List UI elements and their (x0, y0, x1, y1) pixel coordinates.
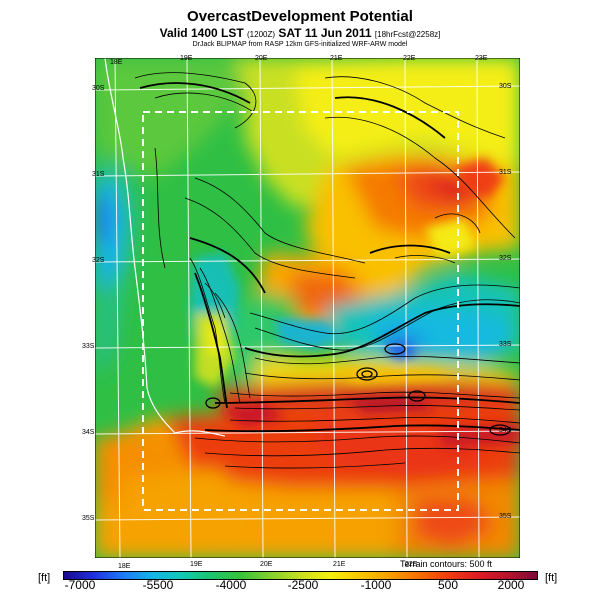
valid-utc: (1200Z) (247, 30, 276, 39)
lat-label: 30S (92, 85, 105, 92)
closed-contours (205, 343, 511, 436)
lon-label: 19E (180, 55, 193, 62)
lat-label: 31S (499, 169, 512, 176)
forecast-map: 18E 19E 20E 21E 22E 23E 18E 19E 20E 21E … (82, 55, 520, 570)
legend-tick: -5500 (142, 578, 174, 592)
legend-colorbar (63, 571, 538, 580)
legend-tick: 2000 (497, 578, 525, 592)
coastline (104, 58, 226, 437)
legend-tick: -4000 (215, 578, 247, 592)
legend-tick: -1000 (360, 578, 392, 592)
lat-label: 34S (82, 429, 95, 436)
lon-label: 22E (405, 561, 418, 568)
model-credit: DrJack BLIPMAP from RASP 12km GFS-initia… (192, 41, 408, 48)
legend-tick: -7000 (64, 578, 96, 592)
lat-label: 30S (499, 83, 512, 90)
lat-label: 33S (82, 343, 95, 350)
legend-unit-right: [ft] (545, 572, 558, 584)
shaded-field (95, 58, 520, 558)
lon-label: 20E (260, 561, 273, 568)
lon-label: 23E (475, 55, 488, 62)
lon-label: 18E (118, 563, 131, 570)
lon-label: 18E (110, 59, 123, 66)
map-title: OvercastDevelopment Potential (187, 8, 413, 25)
lon-label: 21E (330, 55, 343, 62)
lat-label: 32S (92, 257, 105, 264)
legend-unit-left: [ft] (38, 572, 51, 584)
lat-label: 33S (499, 341, 512, 348)
lon-label: 20E (255, 55, 268, 62)
lon-label: 22E (403, 55, 416, 62)
valid-main: Valid 1400 LST (159, 26, 244, 40)
lon-label: 21E (333, 561, 346, 568)
valid-date: SAT 11 Jun 2011 (278, 26, 372, 40)
lat-label: 35S (499, 513, 512, 520)
forecast-info: [18hrFcst@2258z] (374, 30, 441, 39)
lat-label: 34S (499, 427, 512, 434)
valid-time-line: Valid 1400 LST (1200Z) SAT 11 Jun 2011 [… (0, 26, 600, 40)
inner-domain-box (142, 111, 459, 511)
lat-label: 31S (92, 171, 105, 178)
terrain-contour-note: Terrain contours: 500 ft (400, 559, 493, 569)
forecast-map-svg (95, 58, 520, 558)
legend-tick: -2500 (287, 578, 319, 592)
lon-label: 19E (190, 561, 203, 568)
terrain-contours-bold (139, 82, 520, 433)
terrain-contours (134, 72, 520, 469)
lat-label: 35S (82, 515, 95, 522)
lat-label: 32S (499, 255, 512, 262)
legend-tick: 500 (437, 578, 459, 592)
graticule (95, 58, 520, 558)
